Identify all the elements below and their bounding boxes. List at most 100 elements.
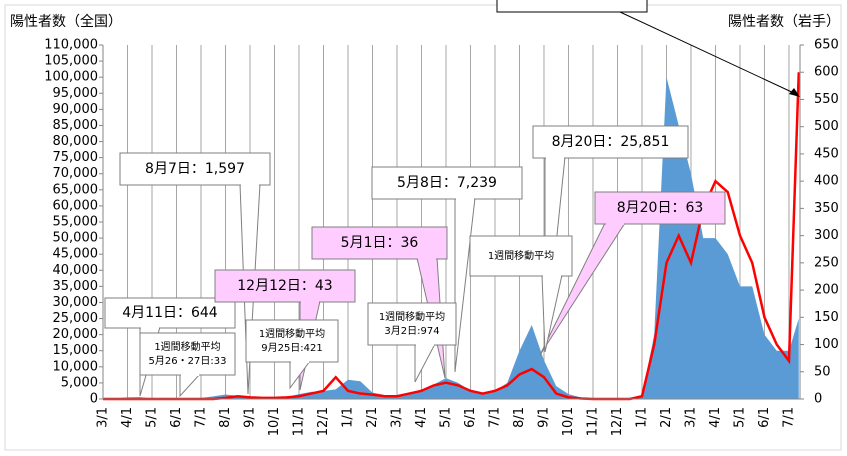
y2-tick-label: 250 [814, 255, 839, 270]
y2-tick-label: 200 [814, 283, 839, 298]
callout-box [104, 297, 236, 329]
y-tick-label: 35,000 [53, 279, 99, 294]
y-tick-label: 0 [90, 392, 98, 407]
x-tick-label: 8/1 [512, 407, 527, 428]
callout-box [496, 0, 648, 13]
callout-text: 1週間移動平均 [488, 249, 554, 262]
y-axis-title: 陽性者数（全国） [10, 13, 122, 30]
x-tick-label: 6/1 [169, 407, 184, 428]
x-tick-label: 8/1 [218, 407, 233, 428]
y-tick-label: 65,000 [53, 182, 99, 197]
x-tick-label: 2/1 [365, 407, 380, 428]
y-tick-label: 5,000 [61, 375, 98, 390]
x-tick-label: 7/1 [487, 407, 502, 428]
x-tick-label: 3/1 [389, 407, 404, 428]
callout-box [139, 332, 236, 376]
x-tick-label: 6/1 [757, 407, 772, 428]
callout-text: 1週間移動平均 [379, 310, 445, 323]
y2-tick-label: 650 [814, 38, 839, 53]
x-tick-label: 10/1 [267, 407, 282, 436]
y2-tick-label: 350 [814, 201, 839, 216]
y2-axis-title: 陽性者数（岩手） [728, 14, 840, 30]
y-tick-label: 50,000 [53, 231, 99, 246]
x-tick-label: 4/1 [120, 407, 135, 428]
x-tick-label: 4/1 [414, 407, 429, 428]
callout-text: 1週間移動平均 [259, 327, 325, 340]
y-tick-label: 60,000 [53, 198, 99, 213]
y2-tick-label: 450 [814, 146, 839, 161]
y-tick-label: 20,000 [53, 327, 99, 342]
callout-pointer [454, 197, 476, 373]
x-tick-label: 2/1 [659, 407, 674, 428]
x-tick-label: 5/1 [144, 407, 159, 428]
chart-border [4, 4, 842, 451]
callout-text: 1週間移動平均 [154, 340, 220, 353]
y2-tick-label: 550 [814, 92, 839, 107]
callout-box [245, 319, 339, 363]
y-tick-label: 75,000 [53, 150, 99, 165]
x-tick-label: 11/1 [291, 407, 306, 436]
callout-pointer [541, 274, 563, 353]
y-tick-label: 110,000 [44, 38, 98, 53]
callout-box [367, 302, 457, 346]
area-series [103, 77, 799, 399]
callout-pointer [179, 373, 202, 398]
y-tick-label: 55,000 [53, 215, 99, 230]
x-tick-label: 12/1 [316, 407, 331, 436]
x-tick-label: 7/1 [781, 407, 796, 428]
x-tick-label: 9/1 [242, 407, 257, 428]
y-tick-label: 45,000 [53, 247, 99, 262]
callout-text: 5月1日：36 [341, 235, 419, 251]
callout-text: 5月8日：7,239 [397, 175, 497, 191]
line-series [103, 72, 801, 401]
y-tick-label: 95,000 [53, 86, 99, 101]
y-tick-label: 100,000 [44, 70, 98, 85]
y2-tick-label: 400 [814, 174, 839, 189]
y-tick-label: 40,000 [53, 263, 99, 278]
y2-tick-label: 50 [814, 364, 831, 379]
callout-text: 12月12日：43 [237, 278, 332, 294]
callout-pointer [414, 343, 436, 383]
y-tick-label: 80,000 [53, 134, 99, 149]
arrow-head [789, 88, 800, 97]
callout-text: 3月2日:974 [384, 325, 439, 337]
y-tick-label: 10,000 [53, 359, 99, 374]
y2-tick-label: 0 [814, 392, 822, 407]
y-tick-label: 70,000 [53, 166, 99, 181]
x-tick-label: 9/1 [536, 407, 551, 428]
callout-text: 5月26・27日:33 [149, 355, 227, 367]
y2-tick-label: 300 [814, 228, 839, 243]
x-tick-label: 7/1 [193, 407, 208, 428]
x-tick-label: 11/1 [585, 407, 600, 436]
callout-box [469, 235, 573, 277]
x-tick-label: 3/1 [683, 407, 698, 428]
x-tick-label: 4/1 [708, 407, 723, 428]
arrow [619, 11, 797, 95]
y-tick-label: 15,000 [53, 343, 99, 358]
y-tick-label: 90,000 [53, 102, 99, 117]
x-tick-label: 12/1 [610, 407, 625, 436]
callout-box [214, 269, 356, 303]
y2-tick-label: 150 [814, 310, 839, 325]
callout-box [311, 226, 448, 260]
x-tick-label: 10/1 [561, 407, 576, 436]
x-tick-label: 5/1 [732, 407, 747, 428]
callout-text: 4月11日：644 [122, 305, 218, 321]
x-tick-label: 1/1 [340, 407, 355, 428]
callout-box [371, 166, 523, 200]
callout-text: 9月25日:421 [261, 342, 323, 354]
x-tick-label: 6/1 [463, 407, 478, 428]
callout-box [594, 191, 726, 225]
y-tick-label: 85,000 [53, 118, 99, 133]
callout-box [532, 125, 689, 159]
x-tick-label: 1/1 [634, 407, 649, 428]
callout-text: 8月7日：1,597 [145, 161, 245, 177]
x-tick-label: 3/1 [96, 407, 111, 428]
y2-tick-label: 500 [814, 119, 839, 134]
y2-tick-label: 100 [814, 337, 839, 352]
callout-text: 8月20日：25,851 [552, 134, 670, 150]
callout-text: 8月20日：63 [617, 200, 704, 216]
y-tick-label: 25,000 [53, 311, 99, 326]
y-tick-label: 30,000 [53, 295, 99, 310]
